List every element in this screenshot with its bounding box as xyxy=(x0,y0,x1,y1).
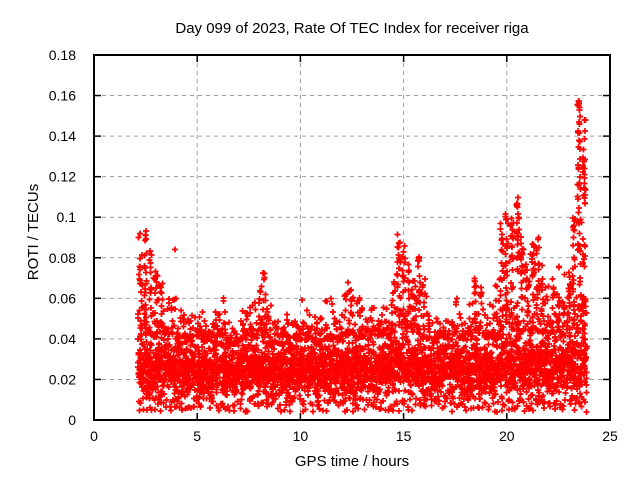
x-tick-label: 15 xyxy=(396,428,412,444)
y-tick-label: 0.08 xyxy=(49,250,76,266)
x-tick-label: 0 xyxy=(90,428,98,444)
y-tick-label: 0 xyxy=(68,412,76,428)
plot-border xyxy=(93,54,611,421)
y-tick-label: 0.06 xyxy=(49,290,76,306)
y-tick-label: 0.14 xyxy=(49,128,76,144)
y-tick-label: 0.04 xyxy=(49,331,76,347)
data-points xyxy=(135,98,590,415)
x-tick-label: 10 xyxy=(293,428,309,444)
x-tick-label: 5 xyxy=(193,428,201,444)
y-tick-label: 0.16 xyxy=(49,88,76,104)
x-axis-label: GPS time / hours xyxy=(295,453,409,470)
tick-labels: 0 0.02 0.04 0.06 0.08 0.1 0.12 0.14 0.16 0.18 0 5 10… xyxy=(49,47,618,444)
y-axis-label: ROTI / TECUs xyxy=(25,184,42,280)
chart-title: Day 099 of 2023, Rate Of TEC Index for r… xyxy=(175,20,529,37)
y-tick-label: 0.18 xyxy=(49,47,76,63)
x-tick-label: 25 xyxy=(602,428,618,444)
x-tick-label: 20 xyxy=(499,428,515,444)
y-tick-label: 0.02 xyxy=(49,371,76,387)
y-tick-label: 0.12 xyxy=(49,169,76,185)
y-tick-label: 0.1 xyxy=(57,209,77,225)
